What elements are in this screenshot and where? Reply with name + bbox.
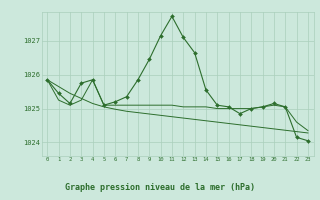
Text: Graphe pression niveau de la mer (hPa): Graphe pression niveau de la mer (hPa) — [65, 183, 255, 192]
